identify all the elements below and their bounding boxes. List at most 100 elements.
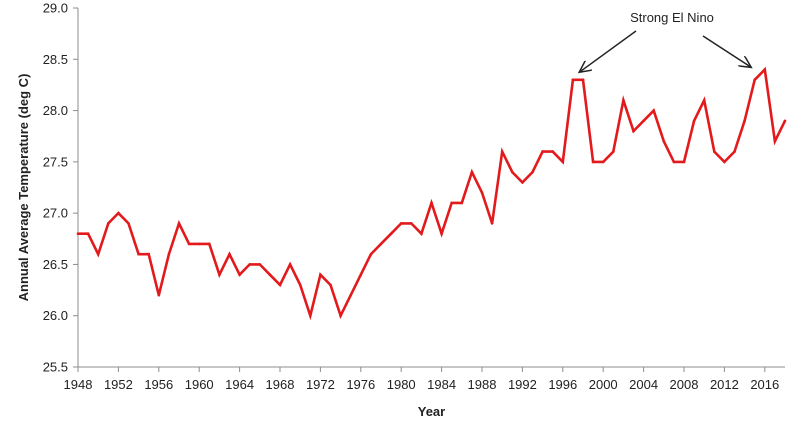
data-point <box>551 150 554 153</box>
x-tick-label: 1992 <box>508 377 537 392</box>
data-point <box>440 232 443 235</box>
data-point <box>692 119 696 123</box>
data-point <box>561 160 565 164</box>
data-point <box>430 201 433 205</box>
data-point <box>228 252 231 256</box>
y-tick-label: 27.0 <box>43 206 68 221</box>
data-point <box>591 160 595 164</box>
data-point <box>187 242 191 246</box>
data-point <box>783 119 787 123</box>
x-tick-label: 2008 <box>670 377 699 392</box>
y-tick-label: 26.5 <box>43 257 68 272</box>
data-point <box>642 119 645 123</box>
x-tick-label: 1968 <box>266 377 295 392</box>
data-point <box>652 109 655 112</box>
data-point <box>753 78 756 82</box>
x-tick-label: 2016 <box>750 377 779 392</box>
temperature-series-line <box>78 66 787 321</box>
annotation-arrow <box>579 30 637 72</box>
data-point <box>379 242 383 246</box>
data-point <box>127 222 130 225</box>
data-point <box>500 150 504 153</box>
data-point <box>319 273 322 277</box>
data-point <box>238 273 241 277</box>
data-point <box>147 252 150 256</box>
data-point <box>763 68 767 71</box>
data-point <box>278 283 282 287</box>
x-tick-label: 1964 <box>225 377 254 392</box>
data-point <box>622 99 625 102</box>
data-point <box>571 78 575 82</box>
y-tick-label: 26.0 <box>43 308 68 323</box>
data-point <box>369 252 373 256</box>
x-tick-label: 1948 <box>64 377 93 392</box>
data-point <box>702 99 706 102</box>
data-point <box>601 160 605 164</box>
data-point <box>309 314 312 318</box>
data-point <box>298 283 302 287</box>
data-point <box>268 273 272 277</box>
data-point <box>107 222 110 225</box>
y-axis: 25.5 26.0 26.5 27.0 27.5 28.0 28.5 29.0 <box>43 1 79 375</box>
x-tick-label: 2000 <box>589 377 618 392</box>
y-tick-label: 27.5 <box>43 154 68 169</box>
x-tick-label: 2004 <box>629 377 658 392</box>
data-point <box>197 242 201 246</box>
data-point <box>490 222 494 225</box>
data-point <box>460 201 464 205</box>
data-point <box>157 293 161 297</box>
x-axis: 1948 1952 1956 1960 1964 1968 1972 1976 1980 1984… <box>64 366 785 392</box>
data-point <box>480 191 484 194</box>
data-point <box>521 181 524 184</box>
data-point <box>339 314 342 318</box>
data-point <box>218 273 221 277</box>
data-point <box>248 263 251 266</box>
y-tick-label: 29.0 <box>43 1 68 16</box>
series-group <box>76 66 787 321</box>
data-point <box>723 160 726 164</box>
x-tick-label: 1980 <box>387 377 416 392</box>
x-tick-label: 1960 <box>185 377 214 392</box>
x-tick-label: 1952 <box>104 377 133 392</box>
data-point <box>420 232 423 235</box>
data-point <box>632 129 635 133</box>
data-point <box>389 232 393 235</box>
data-point <box>117 211 120 215</box>
data-point <box>713 150 716 153</box>
data-point <box>86 232 90 235</box>
data-point <box>733 150 736 153</box>
data-point <box>662 140 666 143</box>
x-tick-label: 1984 <box>427 377 456 392</box>
data-point <box>581 78 585 82</box>
y-tick-label: 28.0 <box>43 103 68 118</box>
x-tick-label: 1976 <box>346 377 375 392</box>
data-point <box>167 252 171 256</box>
data-point <box>470 170 474 174</box>
data-point <box>773 140 777 143</box>
x-tick-label: 1988 <box>468 377 497 392</box>
data-point <box>329 283 332 287</box>
data-point <box>288 263 292 266</box>
data-point <box>399 222 403 225</box>
data-point <box>410 222 413 225</box>
data-point <box>137 252 140 256</box>
data-point <box>743 119 746 123</box>
x-tick-label: 2012 <box>710 377 739 392</box>
data-point <box>450 201 454 205</box>
data-point <box>359 273 363 277</box>
y-tick-label: 28.5 <box>43 52 68 67</box>
y-axis-title: Annual Average Temperature (deg C) <box>16 74 31 302</box>
x-tick-label: 1956 <box>144 377 173 392</box>
annotation-label: Strong El Nino <box>630 10 714 25</box>
y-tick-label: 25.5 <box>43 360 68 375</box>
data-point <box>531 170 534 174</box>
data-point <box>208 242 211 246</box>
data-point <box>682 160 686 164</box>
data-point <box>511 170 514 174</box>
data-point <box>541 150 544 153</box>
x-axis-title: Year <box>418 404 445 419</box>
x-tick-label: 1996 <box>548 377 577 392</box>
annotation-arrow <box>702 35 751 67</box>
